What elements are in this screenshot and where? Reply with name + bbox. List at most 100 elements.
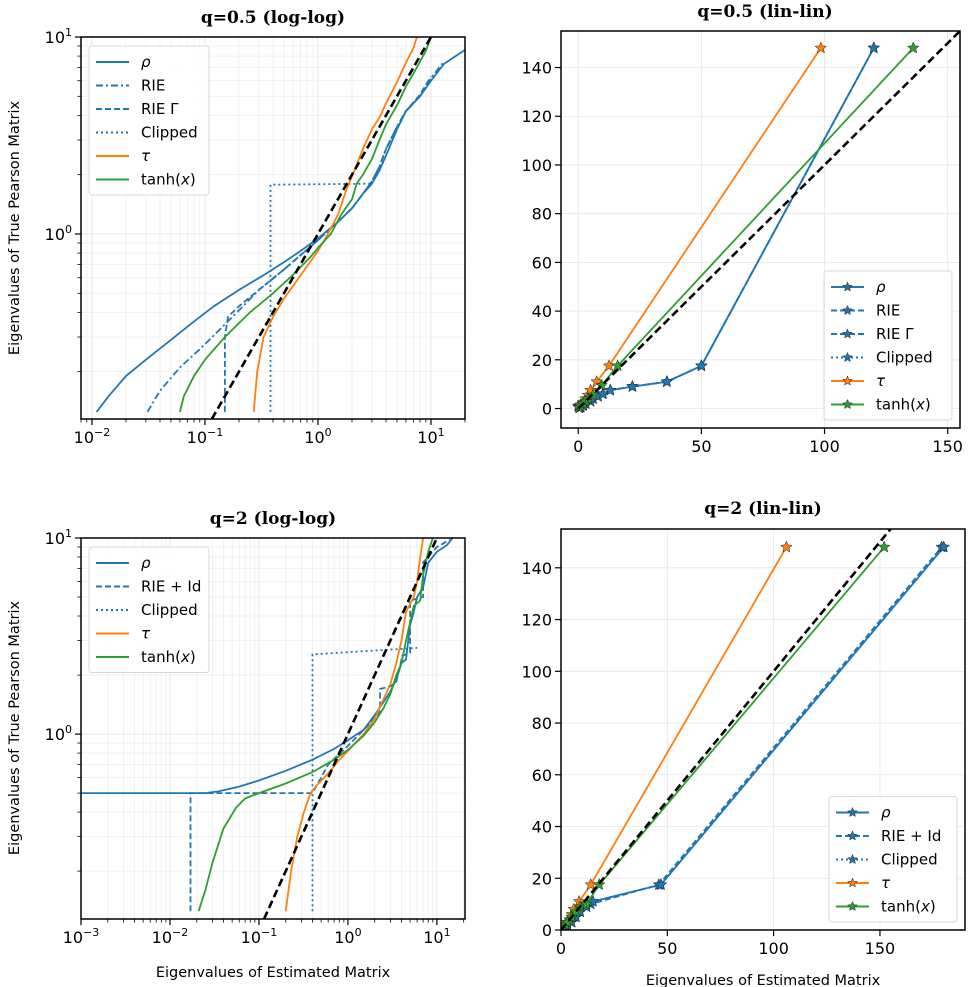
chart-title: q=2 (lin-lin) <box>704 499 822 519</box>
y-tick-label: 80 <box>532 205 552 224</box>
legend-box <box>823 270 953 421</box>
x-tick-label: 50 <box>657 939 677 958</box>
legend-label: ρ <box>141 554 151 572</box>
y-tick-label: 101 <box>45 527 72 548</box>
legend-label: tanh(x) <box>141 171 196 189</box>
x-tick-label: 100 <box>758 939 789 958</box>
y-tick-label: 20 <box>532 869 552 888</box>
series-line-- <box>561 546 788 930</box>
series-line-- <box>252 37 418 412</box>
legend: ρ RIE + Id Clipped τ tanh(x) <box>88 546 210 673</box>
legend-marker <box>847 877 858 888</box>
y-tick-label: 60 <box>532 253 552 272</box>
data-point-marker <box>654 878 668 891</box>
legend-label: τ <box>141 625 151 643</box>
legend-box <box>828 796 958 923</box>
y-tick-label: 140 <box>521 59 552 78</box>
x-tick-label: 10−2 <box>74 426 111 447</box>
x-tick-label: 100 <box>304 426 331 447</box>
y-axis-label: Eigenvalues of True Pearson Matrix <box>7 101 23 356</box>
y-tick-label: 100 <box>521 156 552 175</box>
axes-frame <box>80 36 466 420</box>
legend-label: RIE <box>141 77 165 95</box>
x-tick-label: 0 <box>556 939 566 958</box>
legend-label: tanh(x) <box>876 396 931 414</box>
legend-label: RIE Γ <box>876 325 914 343</box>
y-tick-label: 101 <box>45 26 72 47</box>
legend: ρ RIE + Id Clipped τ tanh(x) <box>828 796 958 923</box>
legend: ρ RIE RIE Γ Clipped τ tanh(x) <box>88 45 210 196</box>
series-line-clipped <box>269 182 372 412</box>
series-line-clipped <box>311 647 418 912</box>
legend-marker <box>847 830 858 841</box>
y-tick-label: 100 <box>45 723 72 744</box>
x-tick-label: 50 <box>691 437 711 456</box>
legend-box <box>88 45 210 196</box>
x-tick-label: 100 <box>809 437 840 456</box>
legend-label: RIE <box>876 302 900 320</box>
data-point-marker <box>595 378 608 391</box>
y-tick-label: 80 <box>532 714 552 733</box>
x-tick-label: 10−1 <box>241 926 278 947</box>
y-tick-label: 20 <box>532 351 552 370</box>
chart-title: q=2 (log-log) <box>210 509 336 529</box>
legend-label: ρ <box>141 53 151 71</box>
x-tick-label: 10−2 <box>152 926 189 947</box>
x-tick-label: 100 <box>334 926 361 947</box>
legend-marker <box>847 853 858 865</box>
legend-label: Clipped <box>876 349 933 367</box>
series-line-- <box>81 538 454 794</box>
y-tick-label: 40 <box>532 302 552 321</box>
axes-frame <box>560 30 961 429</box>
x-tick-label: 150 <box>932 437 963 456</box>
identity-line <box>561 529 892 930</box>
legend-label: τ <box>881 874 891 892</box>
series-line-clipped <box>561 546 945 930</box>
series-line-rie-id <box>189 538 451 912</box>
y-tick-label: 100 <box>45 223 72 244</box>
x-tick-label: 0 <box>573 437 583 456</box>
chart-title: q=0.5 (log-log) <box>201 8 345 28</box>
plot-area <box>81 538 454 919</box>
legend-label: RIE Γ <box>141 100 179 118</box>
grid <box>80 537 465 919</box>
series-line-tanh-x- <box>197 538 434 912</box>
data-point-marker <box>780 540 793 553</box>
data-point-marker <box>596 387 610 400</box>
legend-label: τ <box>141 147 151 165</box>
series-line-- <box>578 47 822 408</box>
series-line-rie- <box>223 76 432 412</box>
y-tick-label: 0 <box>542 400 552 419</box>
data-point-marker <box>603 383 617 396</box>
legend-marker <box>842 281 853 292</box>
identity-line <box>577 31 960 410</box>
y-tick-label: 100 <box>521 662 552 681</box>
legend-marker <box>847 900 858 912</box>
series-line-tanh-x- <box>179 37 432 413</box>
legend-label: tanh(x) <box>881 898 936 916</box>
x-tick-label: 10−1 <box>187 426 224 447</box>
legend-marker <box>842 398 853 410</box>
x-tick-label: 101 <box>423 926 450 947</box>
legend-label: ρ <box>876 278 886 296</box>
legend-label: RIE + Id <box>881 827 941 845</box>
y-tick-label: 60 <box>532 766 552 785</box>
data-point-marker <box>937 540 951 553</box>
data-point-marker <box>626 379 639 392</box>
x-axis-label: Eigenvalues of Estimated Matrix <box>646 973 881 987</box>
panel-q2-linlin: q=2 (lin-lin) Eigenvalues of Estimated M… <box>521 499 966 987</box>
legend-marker <box>842 351 853 363</box>
legend-marker <box>842 328 853 339</box>
legend-box <box>88 546 210 673</box>
legend-label: tanh(x) <box>141 648 196 666</box>
y-tick-label: 40 <box>532 818 552 837</box>
legend-label: ρ <box>881 804 891 822</box>
chart-title: q=0.5 (lin-lin) <box>697 2 832 22</box>
data-point-marker <box>569 905 583 918</box>
data-point-marker <box>867 41 881 54</box>
identity-line <box>262 538 439 919</box>
x-tick-label: 10−3 <box>63 926 100 947</box>
axes-frame <box>80 537 466 920</box>
data-point-marker <box>580 897 593 910</box>
